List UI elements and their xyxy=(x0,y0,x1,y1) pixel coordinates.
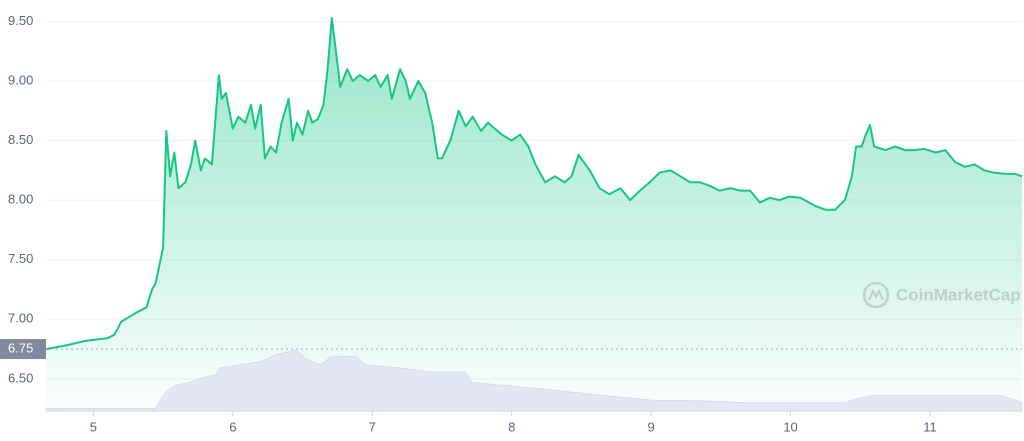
price-line xyxy=(45,16,1023,351)
price-marker-tag xyxy=(0,339,46,360)
price-marker-label: 6.75 xyxy=(8,340,33,355)
watermark-logo xyxy=(862,281,890,309)
y-tick-label: 7.00 xyxy=(8,311,33,326)
axis-labels: 6.50 7.00 7.50 8.00 8.50 9.00 9.50 5 6 7 8 9 10 11 6.7… xyxy=(0,13,1022,434)
x-tick-label: 10 xyxy=(783,419,797,434)
watermark-text: CoinMarketCap xyxy=(896,285,1021,304)
y-tick-label: 9.00 xyxy=(8,72,33,87)
volume-area xyxy=(45,349,1023,412)
y-tick-label: 7.50 xyxy=(8,251,33,266)
plot-area xyxy=(45,16,1023,412)
x-tick-label: 6 xyxy=(229,419,236,434)
x-tick-label: 9 xyxy=(648,419,655,434)
x-tick-label: 8 xyxy=(508,419,515,434)
y-tick-label: 8.00 xyxy=(8,192,33,207)
y-tick-label: 9.50 xyxy=(8,13,33,28)
watermark: CoinMarketCap xyxy=(862,281,1021,309)
x-tick-label: 5 xyxy=(90,419,97,434)
y-tick-label: 8.50 xyxy=(8,132,33,147)
x-tick-label: 7 xyxy=(369,419,376,434)
price-area xyxy=(46,17,1022,412)
x-tick-label: 11 xyxy=(923,419,937,434)
y-tick-label: 6.50 xyxy=(8,370,33,385)
watermark-logo-mark xyxy=(868,288,884,301)
